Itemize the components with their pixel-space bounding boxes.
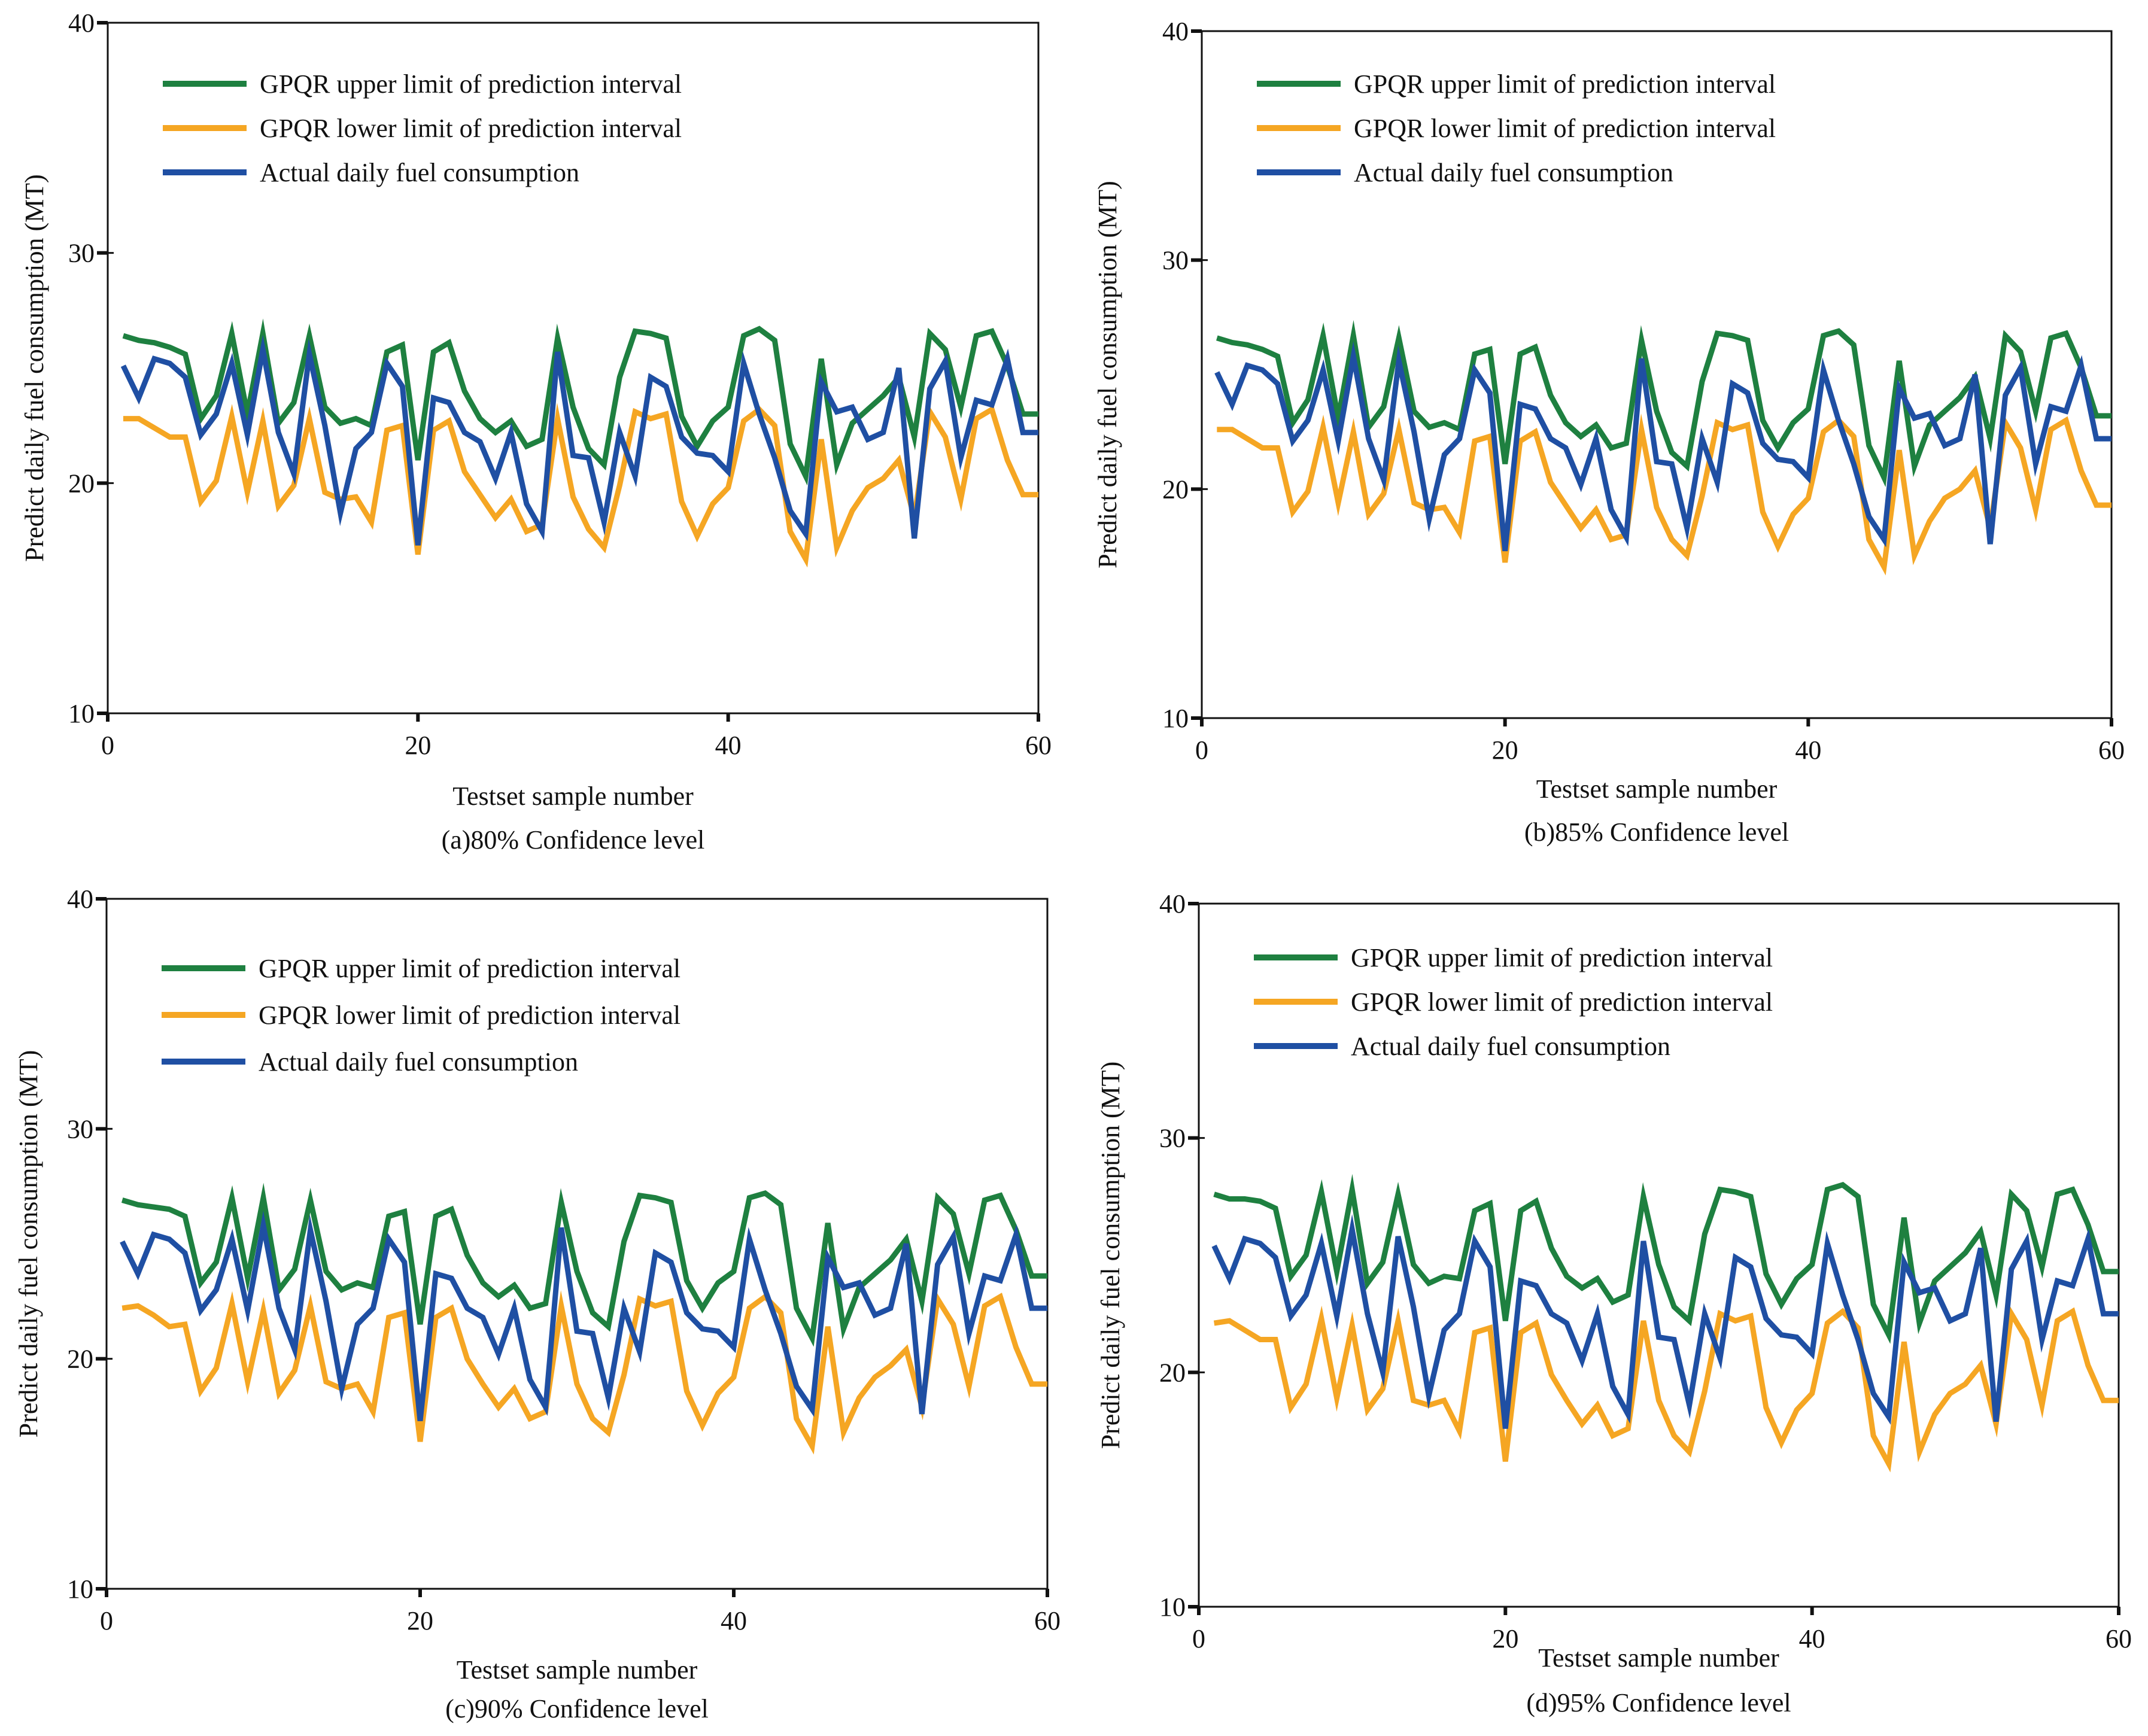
y-tick-label: 10 (1162, 704, 1189, 733)
x-tick-label: 20 (1492, 735, 1518, 765)
x-tick-label: 40 (1799, 1624, 1825, 1653)
legend-label: Actual daily fuel consumption (1354, 158, 1673, 187)
upper-limit-line (121, 1182, 1047, 1347)
panel-b: 10 20 30 40 0 20 40 60 Testset sample number Pred… (1093, 17, 2125, 847)
y-tick-label: 10 (67, 1574, 93, 1604)
y-axis-title: Predict daily fuel consumption (MT) (14, 1050, 43, 1438)
legend-label: GPQR upper limit of prediction interval (259, 954, 680, 983)
legend: GPQR upper limit of prediction interval G… (1257, 69, 1776, 187)
series-group (120, 1182, 1047, 1455)
y-tick-label: 20 (1162, 475, 1189, 504)
lower-limit-line (121, 1290, 1047, 1455)
series-group (120, 318, 1038, 568)
panel-caption: (b)85% Confidence level (1524, 817, 1789, 847)
legend-label: Actual daily fuel consumption (1351, 1032, 1670, 1061)
y-tick-label: 10 (1159, 1592, 1186, 1622)
x-tick-label: 40 (715, 731, 742, 760)
y-tick-label: 20 (1159, 1358, 1186, 1387)
y-axis-title: Predict daily fuel consumption (MT) (1096, 1062, 1125, 1449)
panel-c: 10 20 30 40 0 20 40 60 Testset sample number Pred… (14, 884, 1061, 1723)
plot-frame (107, 22, 1040, 715)
x-tick-label: 0 (100, 1606, 113, 1635)
actual-consumption-line (1214, 341, 2111, 552)
panel-a: 10 20 30 40 0 20 40 60 Testset sample number Pred… (20, 8, 1052, 855)
x-tick-label: 20 (1492, 1624, 1518, 1653)
y-tick-label: 20 (67, 1345, 93, 1374)
legend-label: GPQR lower limit of prediction interval (259, 1001, 680, 1030)
series-group (1214, 320, 2111, 576)
legend: GPQR upper limit of prediction interval G… (163, 69, 682, 187)
legend-label: Actual daily fuel consumption (259, 1047, 578, 1077)
x-tick-label: 60 (2098, 735, 2125, 765)
panel-caption: (c)90% Confidence level (445, 1694, 709, 1723)
y-tick-label: 40 (67, 884, 93, 914)
plot-frame (1201, 30, 2113, 719)
actual-consumption-line (120, 1211, 1047, 1421)
lower-limit-line (123, 403, 1038, 568)
x-tick-label: 20 (405, 731, 431, 760)
x-axis-title: Testset sample number (1536, 774, 1778, 804)
lower-limit-line (1213, 1305, 2119, 1473)
plot-frame (1198, 902, 2120, 1608)
x-tick-label: 40 (721, 1606, 747, 1635)
y-tick-label: 10 (68, 699, 95, 728)
y-tick-label: 30 (1159, 1124, 1186, 1153)
legend: GPQR upper limit of prediction interval G… (162, 954, 680, 1077)
legend-label: GPQR lower limit of prediction interval (260, 114, 682, 143)
panel-caption: (a)80% Confidence level (442, 825, 705, 855)
legend-label: GPQR upper limit of prediction interval (260, 69, 682, 99)
x-tick-label: 0 (1192, 1624, 1205, 1653)
legend-label: GPQR lower limit of prediction interval (1354, 114, 1776, 143)
x-tick-label: 60 (1025, 731, 1052, 760)
panel-d: 10 20 30 40 0 20 40 60 Testset sample number Pred… (1096, 889, 2132, 1717)
legend: GPQR upper limit of prediction interval G… (1254, 943, 1773, 1061)
legend-label: Actual daily fuel consumption (260, 158, 579, 187)
y-tick-label: 40 (1159, 889, 1186, 919)
upper-limit-line (1213, 1173, 2119, 1344)
legend-label: GPQR upper limit of prediction interval (1354, 69, 1776, 99)
legend-label: GPQR upper limit of prediction interval (1351, 943, 1773, 972)
y-tick-label: 30 (68, 239, 95, 268)
x-tick-label: 0 (1195, 735, 1208, 765)
x-axis-title: Testset sample number (1538, 1643, 1779, 1673)
y-axis-title: Predict daily fuel consumption (MT) (20, 174, 49, 562)
y-tick-label: 40 (1162, 17, 1189, 46)
x-tick-label: 60 (2106, 1624, 2132, 1653)
x-tick-label: 60 (1034, 1606, 1061, 1635)
y-axis-title: Predict daily fuel consumption (MT) (1093, 181, 1122, 568)
y-tick-label: 30 (67, 1114, 93, 1144)
plot-frame (105, 898, 1049, 1590)
x-tick-label: 20 (407, 1606, 433, 1635)
x-tick-label: 40 (1795, 735, 1821, 765)
actual-consumption-line (120, 335, 1038, 546)
x-axis-title: Testset sample number (452, 782, 694, 811)
y-tick-label: 30 (1162, 246, 1189, 275)
y-tick-label: 20 (68, 469, 95, 498)
legend-label: GPQR lower limit of prediction interval (1351, 987, 1773, 1017)
panel-caption: (d)95% Confidence level (1526, 1688, 1791, 1717)
x-tick-label: 0 (101, 731, 114, 760)
actual-consumption-line (1211, 1214, 2119, 1429)
lower-limit-line (1217, 413, 2111, 576)
series-group (1211, 1173, 2119, 1473)
y-tick-label: 40 (68, 8, 95, 38)
x-axis-title: Testset sample number (457, 1655, 698, 1685)
